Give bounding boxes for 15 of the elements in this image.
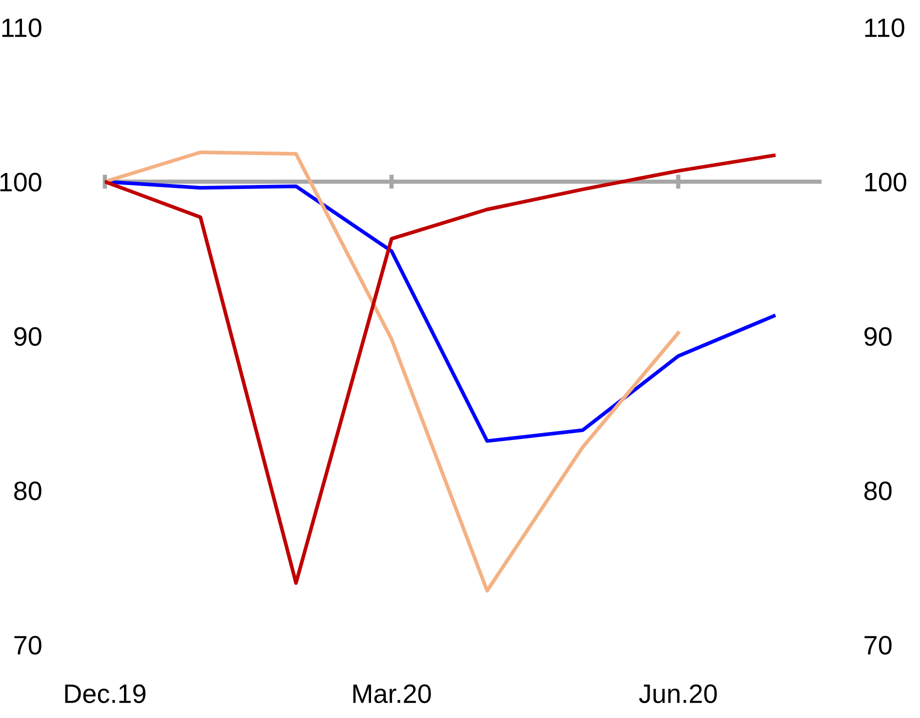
x-tick-label: Mar.20 xyxy=(353,684,431,704)
line-series xyxy=(104,150,680,593)
x-tick-label: Dec.19 xyxy=(65,684,146,704)
y2-tick-label: 70 xyxy=(864,636,892,655)
line-series xyxy=(104,154,776,585)
y2-tick-label: 110 xyxy=(865,18,904,38)
y-tick-label: 70 xyxy=(14,636,42,655)
y2-tick-label: 90 xyxy=(864,327,892,346)
y2-tick-label: 80 xyxy=(864,482,892,500)
y-tick-label: 100 xyxy=(0,172,42,192)
y-tick-label: 90 xyxy=(14,327,42,346)
y-tick-label: 80 xyxy=(14,482,42,500)
y-tick-label: 110 xyxy=(2,18,42,38)
y2-tick-label: 100 xyxy=(865,172,906,192)
x-tick-label: Jun.20 xyxy=(639,684,717,704)
